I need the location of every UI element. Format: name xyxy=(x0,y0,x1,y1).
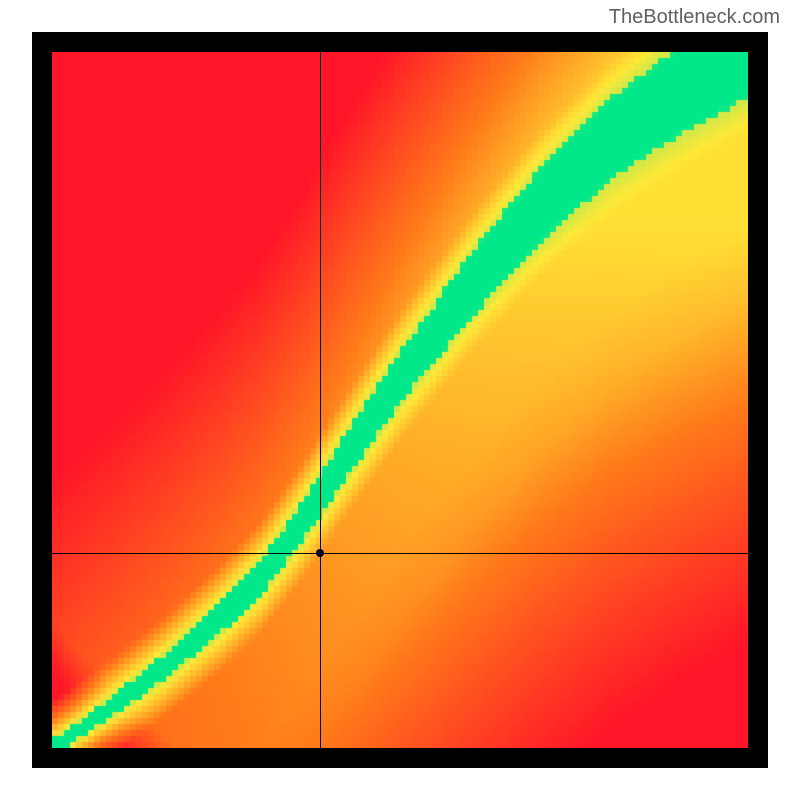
heatmap-canvas xyxy=(52,52,748,748)
plot-area xyxy=(52,52,748,748)
watermark-text: TheBottleneck.com xyxy=(609,6,780,29)
chart-container: TheBottleneck.com xyxy=(0,0,800,800)
marker-dot xyxy=(316,549,324,557)
crosshair-vertical xyxy=(320,52,321,748)
crosshair-horizontal xyxy=(52,553,748,554)
plot-frame xyxy=(32,32,768,768)
